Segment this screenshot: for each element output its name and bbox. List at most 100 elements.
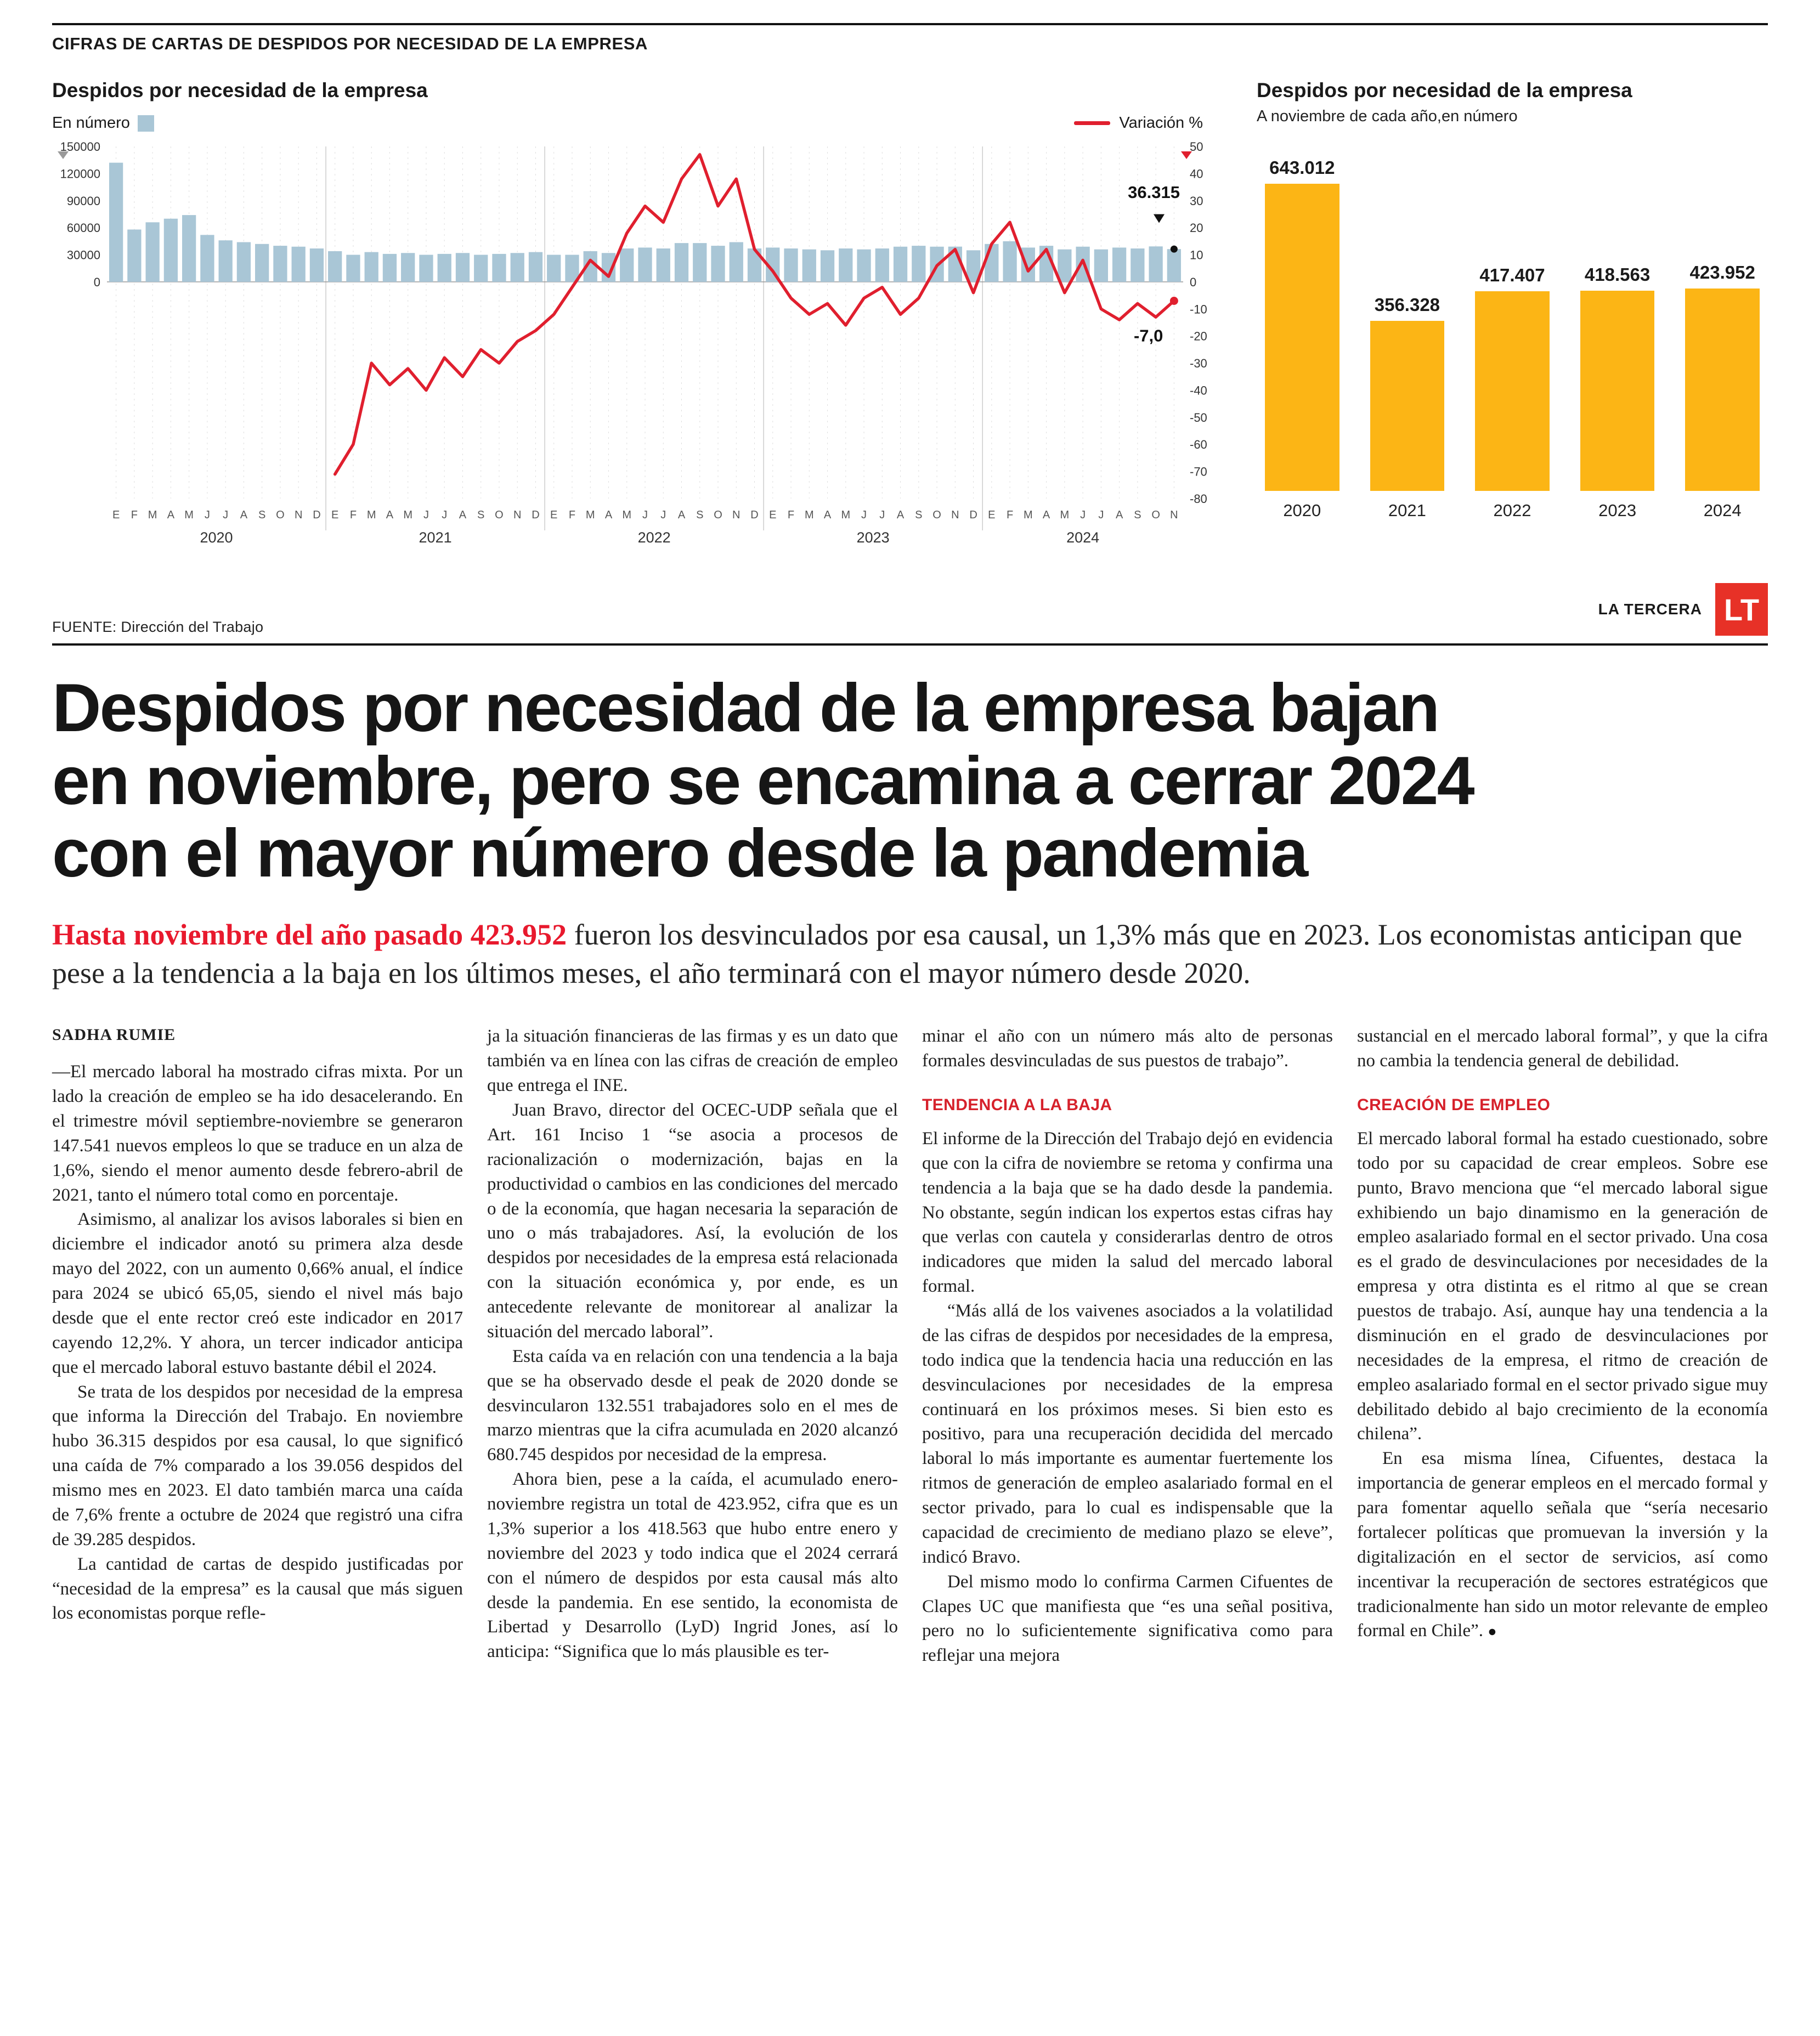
month-label: E (769, 509, 776, 521)
monthly-bar (656, 248, 670, 282)
last-bar-annotation: 36.315 (1128, 183, 1180, 202)
body-paragraph: El mercado laboral formal ha estado cues… (1357, 1128, 1768, 1444)
month-label: O (932, 509, 941, 521)
month-label: S (258, 509, 265, 521)
article-column-2: ja la situación financieras de las firma… (487, 1024, 898, 1668)
month-label: N (1170, 509, 1178, 521)
month-label: E (988, 509, 995, 521)
bar-value-label: 356.328 (1374, 295, 1440, 315)
month-label: M (1024, 509, 1033, 521)
annual-bar (1370, 321, 1445, 491)
monthly-bar (839, 248, 853, 282)
right-axis-tick: 30 (1190, 194, 1203, 208)
right-axis-tick: -70 (1190, 465, 1207, 479)
right-axis-tick: -30 (1190, 357, 1207, 370)
body-paragraph: Ahora bien, pese a la caída, el acumulad… (487, 1469, 898, 1662)
right-axis-tick: 50 (1190, 140, 1203, 154)
monthly-bar (510, 253, 524, 282)
monthly-bar (1131, 248, 1145, 282)
chart-title: Despidos por necesidad de la empresa (1257, 79, 1632, 101)
monthly-bar (236, 242, 251, 282)
monthly-bar (729, 242, 743, 282)
month-label: A (824, 509, 832, 521)
left-axis-tick: 60000 (67, 221, 100, 235)
monthly-bar (1058, 249, 1072, 282)
kicker-bar: CIFRAS DE CARTAS DE DESPIDOS POR NECESID… (52, 23, 1768, 54)
annual-bar-group: 418.563 (1572, 264, 1663, 491)
legend-bars-label: En número (52, 114, 130, 132)
year-label: 2022 (638, 529, 671, 546)
month-label: F (131, 509, 138, 521)
monthly-bar (985, 244, 999, 282)
month-label: J (642, 509, 648, 521)
month-label: N (295, 509, 302, 521)
charts-row: Despidos por necesidad de la empresa En … (52, 79, 1768, 564)
monthly-bar (565, 255, 579, 282)
annual-bar-group: 423.952 (1677, 262, 1768, 491)
monthly-bar (620, 248, 634, 282)
month-label: F (788, 509, 794, 521)
month-label: D (750, 509, 758, 521)
month-label: A (386, 509, 394, 521)
lede-lead: Hasta noviembre del año pasado 423.952 (52, 918, 567, 952)
body-paragraph: —El mercado laboral ha mostrado cifras m… (52, 1062, 463, 1205)
month-label: J (1080, 509, 1086, 521)
monthly-bar (638, 247, 652, 282)
monthly-bar (893, 246, 908, 282)
year-label: 2023 (857, 529, 890, 546)
variation-line (333, 153, 1176, 476)
monthly-bar (547, 255, 561, 282)
month-label: O (495, 509, 504, 521)
body-paragraph: La cantidad de cartas de despido justifi… (52, 1554, 463, 1624)
right-axis-tick: 20 (1190, 221, 1203, 235)
legend-line: Variación % (1074, 114, 1203, 132)
month-label: J (660, 509, 666, 521)
month-label: E (550, 509, 557, 521)
left-axis-marker-icon (58, 151, 69, 159)
bar-value-label: 643.012 (1269, 157, 1335, 178)
annual-layoffs-chart: Despidos por necesidad de la empresa A n… (1257, 79, 1768, 564)
monthly-bar (382, 253, 397, 282)
headline-line-1: Despidos por necesidad de la empresa baj… (52, 670, 1440, 746)
year-label: 2021 (1388, 501, 1426, 520)
masthead: LA TERCERA LT (1598, 583, 1768, 636)
month-label: N (513, 509, 521, 521)
month-label: J (879, 509, 885, 521)
monthly-bar (109, 162, 123, 282)
annual-bar (1685, 289, 1760, 491)
month-label: M (622, 509, 631, 521)
month-label: J (423, 509, 429, 521)
month-label: M (841, 509, 850, 521)
year-label: 2021 (419, 529, 452, 546)
monthly-bar (528, 252, 543, 282)
annual-bar (1264, 184, 1339, 491)
monthly-bar (784, 248, 798, 282)
source-row: FUENTE: Dirección del Trabajo LA TERCERA… (52, 583, 1768, 636)
divider-rule (52, 643, 1768, 646)
month-label: A (459, 509, 467, 521)
chart-subtitle: A noviembre de cada año,en número (1257, 108, 1518, 125)
monthly-bar (291, 246, 306, 282)
monthly-bar (1112, 247, 1127, 282)
headline-line-2: en noviembre, pero se encamina a cerrar … (52, 743, 1475, 819)
monthly-bar (419, 255, 433, 282)
month-label: S (477, 509, 484, 521)
body-paragraph: Se trata de los despidos por necesidad d… (52, 1382, 463, 1549)
right-axis-tick: 0 (1190, 275, 1196, 289)
kicker-text: CIFRAS DE CARTAS DE DESPIDOS POR NECESID… (52, 34, 648, 53)
month-label: J (223, 509, 228, 521)
right-axis-tick: -50 (1190, 411, 1207, 425)
monthly-bar (455, 253, 470, 282)
month-label: J (861, 509, 867, 521)
bar-value-label: 418.563 (1584, 264, 1651, 285)
line-end-dot (1169, 296, 1178, 305)
byline: SADHA RUMIE (52, 1026, 176, 1044)
month-label: M (148, 509, 157, 521)
monthly-bar (328, 251, 342, 282)
monthly-bar (145, 222, 160, 282)
year-label: 2022 (1493, 501, 1531, 520)
month-label: M (586, 509, 595, 521)
monthly-bar (200, 235, 214, 282)
month-label: S (1134, 509, 1141, 521)
